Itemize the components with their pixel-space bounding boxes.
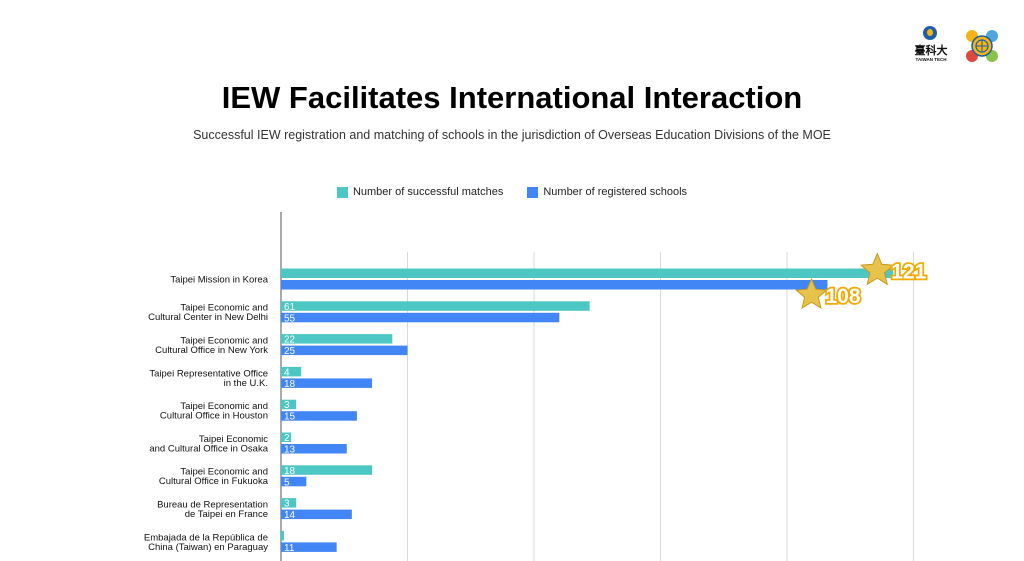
- bar-matches-3: [281, 366, 302, 377]
- legend-swatch-registered: [527, 186, 539, 198]
- value-label-matches-6: 18: [284, 466, 296, 477]
- chart-legend: Number of successful matches Number of r…: [0, 186, 1024, 198]
- value-label-registered-7: 14: [284, 510, 296, 521]
- bar-matches-6: [281, 465, 373, 475]
- value-label-matches-2: 22: [284, 335, 296, 346]
- taiwan-tech-emblem-icon: [923, 26, 937, 40]
- bar-matches-5: [281, 432, 292, 442]
- category-label-6-line-1: Cultural Office in Fukuoka: [159, 476, 269, 487]
- star-matches-icon: [859, 252, 895, 286]
- bar-registered-6: [281, 476, 307, 487]
- bar-matches-0: [281, 268, 894, 278]
- category-label-2-line-0: Taipei Economic and: [180, 336, 268, 347]
- bar-registered-0: [281, 280, 828, 290]
- category-label-7-line-1: de Taipei en France: [185, 509, 268, 520]
- category-label-3-line-0: Taipei Representative Office: [149, 368, 268, 379]
- value-label-registered-4: 15: [284, 412, 296, 423]
- category-label-5-line-1: and Cultural Office in Osaka: [149, 443, 268, 454]
- value-label-matches-8: 0: [284, 531, 290, 542]
- value-label-matches-0: 121: [891, 261, 926, 284]
- legend-label-matches: Number of successful matches: [352, 186, 504, 198]
- legend-item-registered: Number of registered schools: [527, 186, 687, 198]
- value-label-registered-1: 55: [284, 313, 296, 324]
- value-label-registered-5: 13: [284, 445, 296, 456]
- bar-registered-7: [281, 509, 352, 520]
- bar-matches-7: [281, 498, 297, 508]
- value-label-matches-1: 61: [284, 302, 296, 313]
- legend-item-matches: Number of successful matches: [336, 186, 504, 198]
- value-label-matches-4: 3: [284, 400, 290, 411]
- category-label-7-line-0: Bureau de Representation: [157, 500, 268, 511]
- bar-registered-4: [281, 411, 357, 421]
- category-label-5-line-0: Taipei Economic: [199, 434, 268, 445]
- legend-swatch-matches: [336, 186, 348, 198]
- taiwan-tech-logo: 臺科大 TAIWAN TECH: [912, 26, 950, 66]
- bar-registered-5: [281, 444, 347, 454]
- category-label-4-line-1: Cultural Office in Houston: [160, 411, 268, 422]
- legend-label-registered: Number of registered schools: [543, 186, 688, 198]
- category-label-2-line-1: Cultural Office in New York: [155, 345, 268, 356]
- value-label-registered-3: 18: [284, 379, 296, 390]
- category-label-4-line-0: Taipei Economic and: [180, 401, 268, 412]
- bar-registered-2: [281, 345, 408, 356]
- category-label-6-line-0: Taipei Economic and: [180, 467, 268, 478]
- category-label-8-line-0: Embajada de la República de: [144, 532, 268, 543]
- bar-matches-1: [281, 301, 590, 311]
- star-registered-icon: [795, 277, 828, 309]
- taiwan-tech-logo-chinese: 臺科大: [914, 44, 948, 57]
- chart-subtitle: Successful IEW registration and matching…: [193, 128, 831, 142]
- category-label-3-line-1: in the U.K.: [224, 378, 268, 389]
- value-label-registered-8: 11: [284, 543, 295, 554]
- category-label-1-line-0: Taipei Economic and: [180, 303, 268, 314]
- bar-registered-8: [281, 542, 337, 552]
- bar-matches-2: [281, 334, 393, 344]
- bar-registered-1: [281, 312, 560, 323]
- chart-title: IEW Facilitates International Interactio…: [221, 80, 803, 115]
- category-label-0-line-0: Taipei Mission in Korea: [170, 275, 268, 286]
- taiwan-tech-logo-english: TAIWAN TECH: [915, 57, 947, 62]
- value-label-matches-3: 4: [284, 367, 290, 378]
- bar-matches-4: [281, 399, 297, 410]
- value-label-registered-2: 25: [284, 346, 296, 357]
- value-label-registered-6: 5: [284, 477, 290, 488]
- category-label-8-line-1: China (Taiwan) en Paraguay: [148, 542, 268, 553]
- logo-group: 臺科大 TAIWAN TECH: [912, 26, 1002, 66]
- bar-registered-3: [281, 378, 373, 388]
- category-label-1-line-1: Cultural Center in New Delhi: [148, 312, 268, 323]
- value-label-registered-0: 108: [825, 285, 860, 308]
- value-label-matches-7: 3: [284, 499, 290, 510]
- iew-logo-icon: [966, 30, 998, 62]
- value-label-matches-5: 2: [284, 433, 290, 444]
- bar-matches-8: [281, 530, 284, 541]
